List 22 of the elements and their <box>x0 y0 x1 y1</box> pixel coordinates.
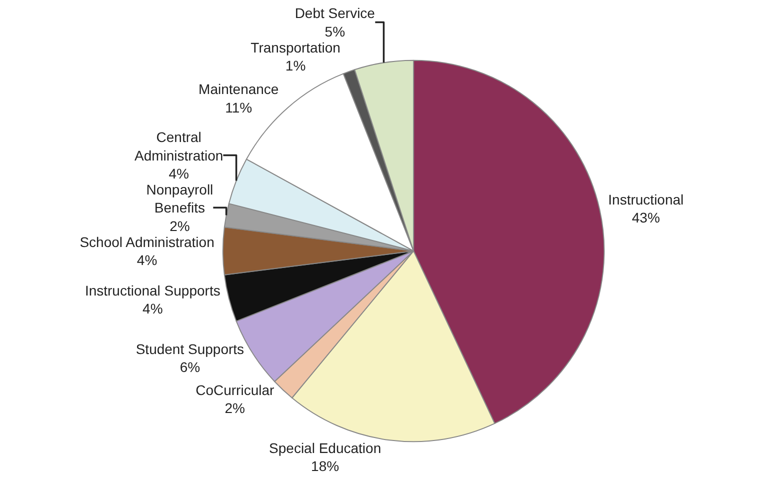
slice-label: CoCurricular <box>196 382 274 398</box>
data-label: 1% <box>285 58 306 74</box>
slice-label: Instructional <box>608 191 684 208</box>
slice-label: Central Administration <box>134 129 224 164</box>
slice-label: School Administration <box>80 234 214 250</box>
data-label: 4% <box>142 300 163 317</box>
slice-label: Nonpayroll Benefits <box>146 181 214 216</box>
data-label: 2% <box>224 400 245 416</box>
data-label: 2% <box>170 218 190 234</box>
data-label: 4% <box>136 252 158 268</box>
data-label: 5% <box>324 23 346 40</box>
slice-label: Instructional Supports <box>84 282 220 298</box>
data-label: 18% <box>311 458 340 474</box>
data-label: 11% <box>225 99 252 116</box>
slice-label: Maintenance <box>198 81 279 98</box>
slice-label: Special Education <box>269 440 382 456</box>
slice-label: Debt Service <box>294 5 376 22</box>
data-label: 43% <box>632 210 660 226</box>
data-label: 4% <box>168 165 189 182</box>
data-label: 6% <box>180 359 200 376</box>
slice-label: Student Supports <box>136 340 244 357</box>
slice-label: Transportation <box>250 39 340 56</box>
